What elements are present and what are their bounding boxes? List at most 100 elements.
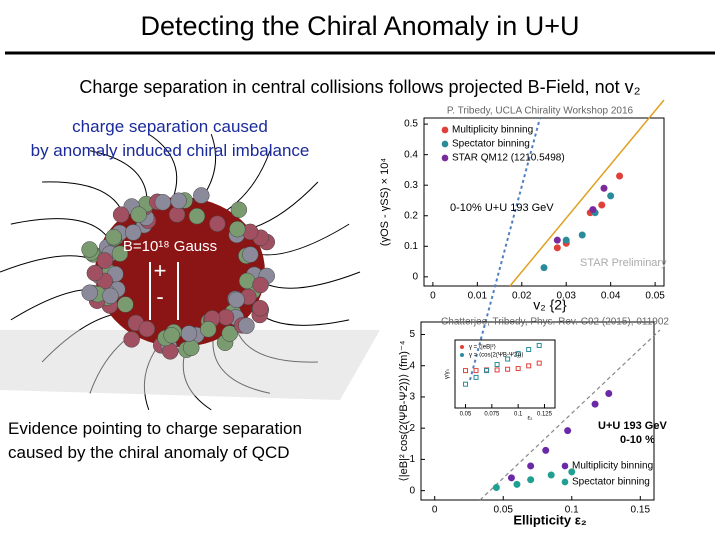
data-point: [547, 471, 555, 479]
legend-label: STAR QM12 (1210.5498): [452, 153, 565, 164]
data-point: [505, 356, 511, 362]
nucleon: [229, 220, 246, 238]
nucleon: [138, 320, 156, 338]
credit: P. Tribedy, UCLA Chirality Workshop 2016: [447, 106, 634, 117]
data-point: [492, 484, 500, 492]
y-tick-label: 1: [409, 454, 415, 465]
field-diagram: [0, 133, 380, 411]
data-point: [591, 400, 599, 408]
field-label: B=10¹⁸ Gauss: [123, 238, 217, 255]
nucleon: [252, 300, 269, 317]
x-tick-label: 0.04: [601, 291, 621, 302]
data-point: [589, 206, 597, 214]
legend-marker: [441, 140, 449, 148]
minus: -: [156, 284, 163, 309]
annotation: STAR Preliminary: [580, 257, 667, 269]
x-tick-label: 0.05: [460, 412, 472, 418]
nucleon: [81, 284, 98, 301]
legend-marker: [441, 154, 449, 162]
y-tick-label: 0.3: [404, 180, 418, 191]
x-tick-label: 0.125: [537, 412, 553, 418]
data-point: [616, 172, 624, 180]
data-point: [507, 474, 515, 482]
legend-marker: [441, 126, 449, 134]
nucleon: [228, 291, 245, 309]
data-point: [564, 427, 572, 435]
data-point: [536, 342, 542, 348]
nucleon: [200, 321, 217, 338]
nucleon: [193, 187, 210, 204]
credit: Chatterjee, Tribedy, Phys. Rev. C92 (201…: [441, 317, 669, 328]
data-point: [494, 367, 500, 373]
y-tick-label: 0.4: [404, 149, 418, 160]
plane: [0, 330, 380, 400]
legend-label: Spectator binning: [452, 139, 530, 150]
x-tick-label: 0.05: [494, 505, 514, 516]
y-axis-label: (γOS - γSS) × 10⁴: [379, 158, 391, 246]
data-point: [484, 368, 490, 374]
legend-label: γ = ⟨cos(2(ΨB-Ψ2))⟩: [469, 352, 524, 359]
data-point: [553, 236, 561, 244]
y-axis-label: γ/γ₀: [445, 368, 451, 379]
model: [479, 329, 661, 501]
x-tick-label: 0.1: [514, 412, 523, 418]
data-point: [598, 201, 606, 209]
y-axis-label: ⟨|eB|² cos(2(ΨB-Ψ2))⟩ (fm)⁻⁴: [398, 340, 410, 481]
nucleon: [111, 245, 129, 262]
x-axis-label: ε₂: [527, 416, 533, 422]
nucleon: [209, 215, 226, 232]
nucleon: [81, 241, 98, 258]
nucleon: [102, 287, 119, 305]
plot-frame: [423, 117, 665, 287]
nucleon: [180, 325, 198, 342]
nucleon: [123, 331, 140, 348]
data-point: [473, 374, 479, 380]
data-point: [607, 192, 615, 200]
data-point: [494, 361, 500, 367]
x-tick-label: 0.1: [565, 505, 579, 516]
nucleon: [238, 317, 255, 334]
y-tick-label: 0.5: [404, 119, 418, 130]
x-tick-label: 0.05: [645, 291, 665, 302]
x-axis-label: v₂ {2}: [533, 297, 567, 313]
annotation: U+U 193 GeV: [598, 420, 667, 432]
nucleon: [221, 325, 238, 342]
nucleon: [188, 207, 206, 225]
y-tick-label: 0: [409, 485, 415, 496]
data-point: [515, 351, 521, 357]
nucleon: [183, 339, 200, 357]
data-point: [605, 390, 613, 398]
data-point: [473, 368, 479, 374]
legend-label: Spectator binning: [572, 477, 650, 488]
legend-label: Multiplicity binning: [572, 461, 653, 472]
data-point: [463, 381, 469, 387]
y-tick-label: 0.2: [404, 210, 418, 221]
legend-label: Multiplicity binning: [452, 125, 533, 136]
x-tick-label: 0.075: [484, 412, 500, 418]
nucleon: [130, 206, 147, 223]
x-tick-label: 0.02: [512, 291, 532, 302]
legend-label: γ = ⟨|eB|²⟩: [469, 344, 496, 351]
left-bottom-text: Evidence pointing to charge separation ca…: [8, 419, 302, 462]
data-point: [515, 366, 521, 372]
nucleon: [112, 206, 130, 223]
data-point: [553, 244, 561, 252]
nucleon: [163, 327, 180, 344]
data-point: [505, 366, 511, 372]
x-tick-label: 0.01: [468, 291, 488, 302]
annotation: 0-10% U+U 193 GeV: [450, 202, 554, 214]
data-point: [527, 476, 535, 484]
subtitle: Charge separation in central collisions …: [79, 77, 640, 97]
nucleon: [117, 296, 134, 313]
x-tick-label: 0.03: [556, 291, 576, 302]
nucleon: [154, 194, 172, 211]
plot-frame: [420, 321, 655, 501]
nucleon: [252, 276, 269, 294]
field-line: [10, 218, 115, 251]
field-line: [42, 181, 127, 232]
x-tick-label: 0.15: [631, 505, 651, 516]
y-tick-label: 5: [409, 329, 415, 340]
nucleon: [86, 264, 104, 282]
data-point: [600, 184, 608, 192]
